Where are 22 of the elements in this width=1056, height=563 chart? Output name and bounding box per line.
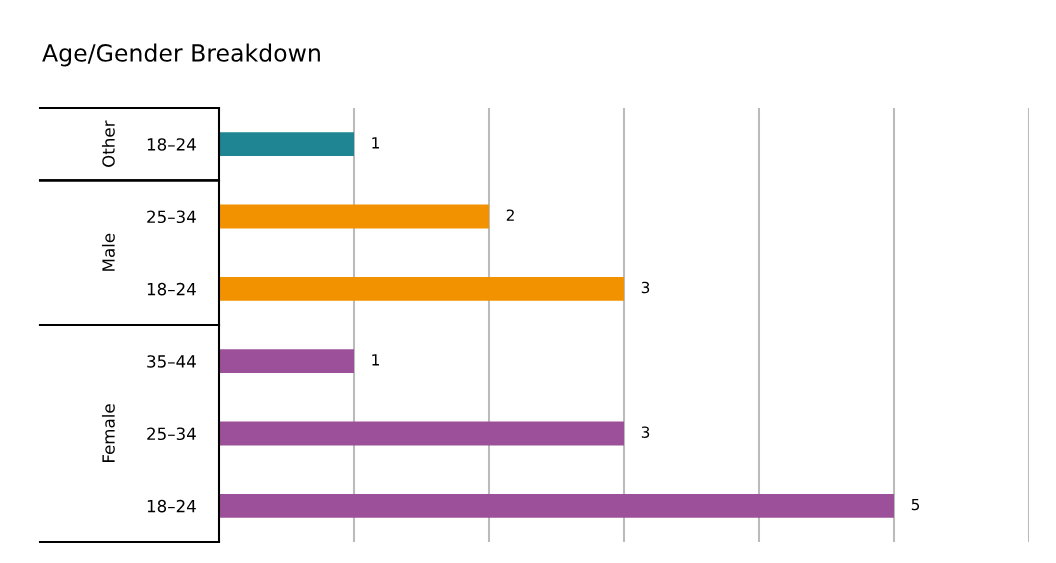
data-label: 1: [372, 354, 379, 366]
y-tick-label: 25–34: [147, 427, 196, 441]
data-label: 3: [641, 281, 650, 294]
y-tick-label: 35–44: [147, 355, 196, 368]
text: Male: [101, 233, 115, 271]
data-label: 1: [372, 137, 379, 149]
y-tick-label: 18–24: [147, 138, 196, 151]
data-label: 5: [911, 498, 920, 511]
bar: [219, 421, 624, 446]
y-tick-label: 18–24: [147, 499, 196, 513]
chart-title: Age/Gender Breakdown: [42, 43, 320, 67]
bar: [219, 493, 894, 518]
text: Female: [101, 404, 115, 462]
y-tick-label: 25–34: [147, 210, 196, 224]
data-label: 3: [641, 426, 650, 438]
bar: [219, 276, 624, 301]
bar: [219, 132, 354, 157]
text: Other: [101, 120, 115, 167]
data-label: 2: [506, 209, 514, 221]
bar: [219, 204, 489, 229]
bar: [219, 349, 354, 374]
y-tick-label: 18–24: [147, 282, 196, 296]
